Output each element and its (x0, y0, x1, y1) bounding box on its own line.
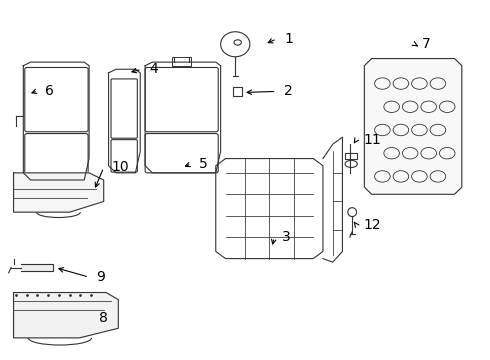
Text: 6: 6 (45, 84, 54, 98)
Text: 12: 12 (364, 218, 381, 231)
Polygon shape (14, 293, 118, 338)
Bar (233, 87, 242, 96)
Polygon shape (21, 264, 52, 271)
Polygon shape (14, 173, 104, 212)
Bar (345, 153, 357, 158)
Text: 3: 3 (282, 230, 290, 244)
Bar (172, 57, 192, 66)
Text: 9: 9 (97, 270, 105, 284)
Text: 4: 4 (149, 62, 158, 76)
Text: 1: 1 (284, 32, 293, 46)
Text: 5: 5 (199, 157, 207, 171)
Text: 11: 11 (364, 133, 381, 147)
Text: 2: 2 (284, 84, 293, 98)
Text: 7: 7 (422, 37, 431, 51)
Polygon shape (365, 59, 462, 194)
Text: 8: 8 (99, 311, 108, 324)
Text: 10: 10 (111, 161, 129, 175)
